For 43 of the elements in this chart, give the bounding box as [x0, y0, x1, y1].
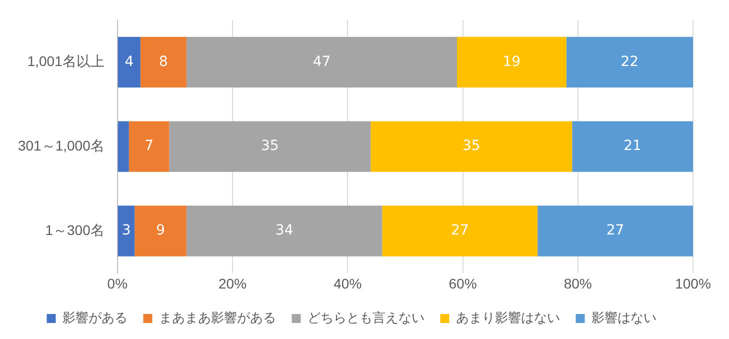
legend-label: 影響はない	[591, 310, 656, 326]
data-label: 47	[312, 54, 331, 70]
legend-label: どちらとも言えない	[307, 310, 424, 326]
data-label: 9	[156, 222, 166, 239]
x-tick-label: 60%	[448, 275, 477, 292]
bar	[186, 206, 382, 256]
bar	[382, 206, 538, 256]
data-label: 35	[261, 138, 279, 154]
data-label: 27	[450, 222, 469, 239]
y-tick-label: 1～300名	[45, 222, 104, 238]
bar	[370, 121, 572, 172]
x-tick-label: 0%	[107, 275, 128, 292]
bar	[566, 36, 693, 88]
bar	[538, 206, 693, 256]
bar	[457, 36, 566, 88]
bar	[186, 36, 457, 88]
y-tick-label: 301～1,000名	[18, 137, 104, 154]
x-tick-label: 80%	[564, 275, 592, 292]
x-tick-label: 40%	[334, 275, 362, 292]
bar	[118, 121, 129, 172]
data-label: 21	[624, 138, 642, 154]
data-label: 3	[122, 222, 131, 239]
bar	[118, 206, 135, 256]
y-tick-label: 1,001名以上	[27, 53, 104, 70]
x-tick-label: 20%	[218, 275, 247, 292]
bar	[169, 121, 371, 172]
data-label: 8	[158, 54, 168, 70]
bar	[134, 206, 186, 256]
data-label: 34	[275, 222, 294, 239]
bar	[118, 36, 140, 88]
data-label: 4	[124, 54, 134, 70]
bar	[572, 121, 693, 172]
legend-label: あまり影響はない	[456, 310, 560, 326]
x-tick-label: 100%	[675, 275, 711, 292]
legend-label: まあまあ影響がある	[158, 310, 276, 326]
data-label: 35	[462, 138, 480, 154]
data-label: 19	[502, 54, 521, 70]
data-label: 27	[606, 222, 624, 239]
bar	[140, 36, 186, 88]
data-label: 7	[144, 138, 154, 154]
bar	[128, 121, 170, 172]
data-label: 22	[620, 54, 639, 70]
legend-label: 影響がある	[62, 310, 128, 326]
